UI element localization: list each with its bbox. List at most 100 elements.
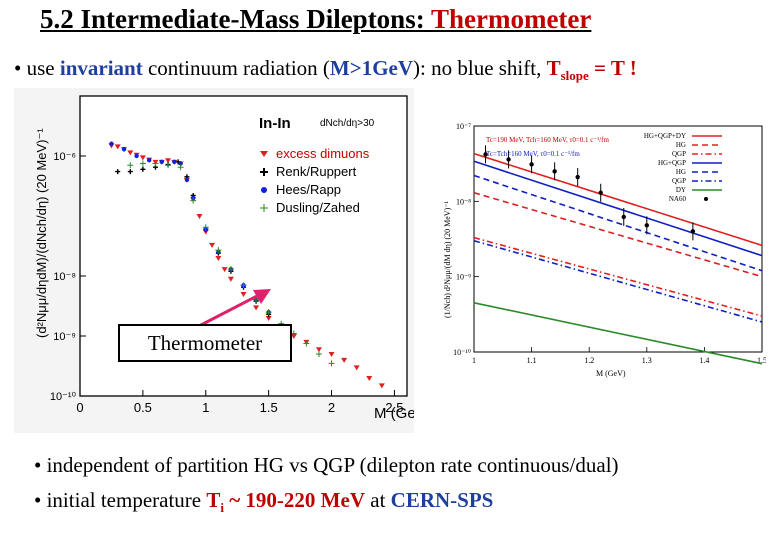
legend-label: HG [676,168,686,176]
subtitle-p4: M>1GeV [329,56,414,80]
model-line [473,174,763,272]
x-tick-label: 1 [202,400,209,415]
annotation-1: Tc=190 MeV, Tch=160 MeV, τ0=0.1 c⁻¹/fm [486,136,609,144]
bullet-list: • independent of partition HG vs QGP (di… [34,448,619,525]
y-tick-label: 10⁻⁸ [53,271,76,283]
bullet-2-d: ~ 190-220 MeV [224,488,365,512]
subtitle-p2: invariant [59,56,143,80]
legend-label: HG+QGP [658,159,686,167]
legend-label: Renk/Ruppert [276,164,357,179]
renk-ruppert-point [127,169,133,175]
na60-point [575,174,580,180]
excess-dimuon-point [253,305,260,311]
dusling-zahed-point [227,266,234,273]
dusling-zahed-point [315,351,322,358]
legend-label: Hees/Rapp [276,182,341,197]
model-line [473,152,763,247]
slide-subtitle: • use invariant continuum radiation (M>1… [14,56,637,84]
y-tick-label: 10⁻⁹ [53,331,76,343]
chart-right-lines [473,145,763,365]
excess-dimuon-point [127,150,134,156]
legend-marker [261,187,267,193]
legend-marker [260,204,268,212]
hees-rapp-point [109,141,114,146]
chart-right: 1 1.1 1.2 1.3 1.4 1.5 10⁻⁷ 10⁻⁸ 10⁻⁹ 10⁻¹⁰ Tc=190… [438,118,766,380]
x-tick-label: 1.3 [642,356,652,365]
chart-left-annotation: dNch/dη>30 [320,118,375,129]
dusling-zahed-point [165,162,172,169]
hees-rapp-point [178,161,183,166]
excess-dimuon-point [139,155,146,161]
model-line [473,239,763,323]
chart-left-points [108,141,385,389]
dusling-zahed-point [202,224,209,231]
excess-dimuon-point [227,276,234,282]
x-tick-label: 1.5 [757,356,766,365]
annotation-2: Tc=Tch=160 MeV, τ0=0.1 c⁻¹/fm [486,150,580,158]
chart-left-legend: excess dimuons Renk/Ruppert Hees/Rapp Dusli… [260,146,370,215]
hees-rapp-point [134,153,139,159]
excess-dimuon-point [378,383,385,389]
hees-rapp-point [121,146,127,152]
hees-rapp-point [159,159,164,165]
chart-right-xlabel: M (GeV) [596,369,626,378]
na60-point [529,162,534,167]
subtitle-bullet: • [14,56,22,80]
y-tick-label: 10⁻¹⁰ [453,348,471,357]
y-tick-label: 10⁻⁶ [53,151,76,163]
na60-point [598,190,603,195]
excess-dimuon-point [315,347,322,353]
excess-dimuon-point [165,158,172,164]
legend-label: DY [676,186,686,194]
excess-dimuon-point [353,365,360,371]
legend-label: excess dimuons [276,146,370,161]
dusling-zahed-point [328,360,335,367]
legend-label: QGP [672,150,686,158]
subtitle-p3: continuum radiation ( [142,56,330,80]
chart-right-ylabel: (1/Nch) d²Nμμ/(dM dη) (20 MeV)⁻¹ [443,201,452,318]
hees-rapp-point [172,159,177,165]
renk-ruppert-point [115,169,121,175]
x-tick-label: 2.5 [385,400,403,415]
dusling-zahed-point [127,162,134,169]
model-line [473,236,763,317]
excess-dimuon-point [114,144,121,150]
chart-left: 0 0.5 1 1.5 2 2.5 10⁻⁶ 10⁻⁸ 10⁻⁹ 10⁻¹⁰ In-In dNch… [14,88,414,433]
dusling-zahed-point [139,160,146,167]
chart-left-title: In-In [259,115,291,132]
x-tick-label: 1.4 [699,356,709,365]
legend-marker [260,151,268,157]
renk-ruppert-point [140,166,146,172]
excess-dimuon-point [366,375,373,381]
slide-title: 5.2 Intermediate-Mass Dileptons: Thermom… [40,4,591,35]
legend-label: QGP [672,177,686,185]
legend-label: Dusling/Zahed [276,200,360,215]
dusling-zahed-point [215,247,222,254]
hees-rapp-point [184,177,190,183]
na60-point [621,214,626,220]
arrow-head [253,289,271,304]
bullet-2-a: • initial temperature [34,488,207,512]
bullet-2-e: at [365,488,391,512]
x-tick-label: 1.2 [584,356,594,365]
dusling-zahed-point [190,197,197,204]
bullet-2-c: i [220,500,225,516]
bullet-2-b: T [206,488,221,512]
excess-dimuon-point [209,242,216,248]
x-tick-label: 0 [76,400,83,415]
subtitle-p1: use [21,56,60,80]
subtitle-p7: slope [560,68,589,84]
na60-point [506,157,511,162]
title-prefix: 5.2 Intermediate-Mass Dileptons: [40,4,431,34]
dusling-zahed-point [177,164,184,171]
x-tick-label: 2 [328,400,335,415]
legend-label: HG [676,141,686,149]
dusling-zahed-point [152,160,159,167]
chart-right-frame [473,125,763,353]
excess-dimuon-point [240,292,247,298]
y-tick-label: 10⁻⁹ [456,273,471,282]
x-tick-label: 0.5 [134,400,152,415]
arrow-shaft [198,292,262,328]
y-tick-label: 10⁻¹⁰ [50,391,77,403]
